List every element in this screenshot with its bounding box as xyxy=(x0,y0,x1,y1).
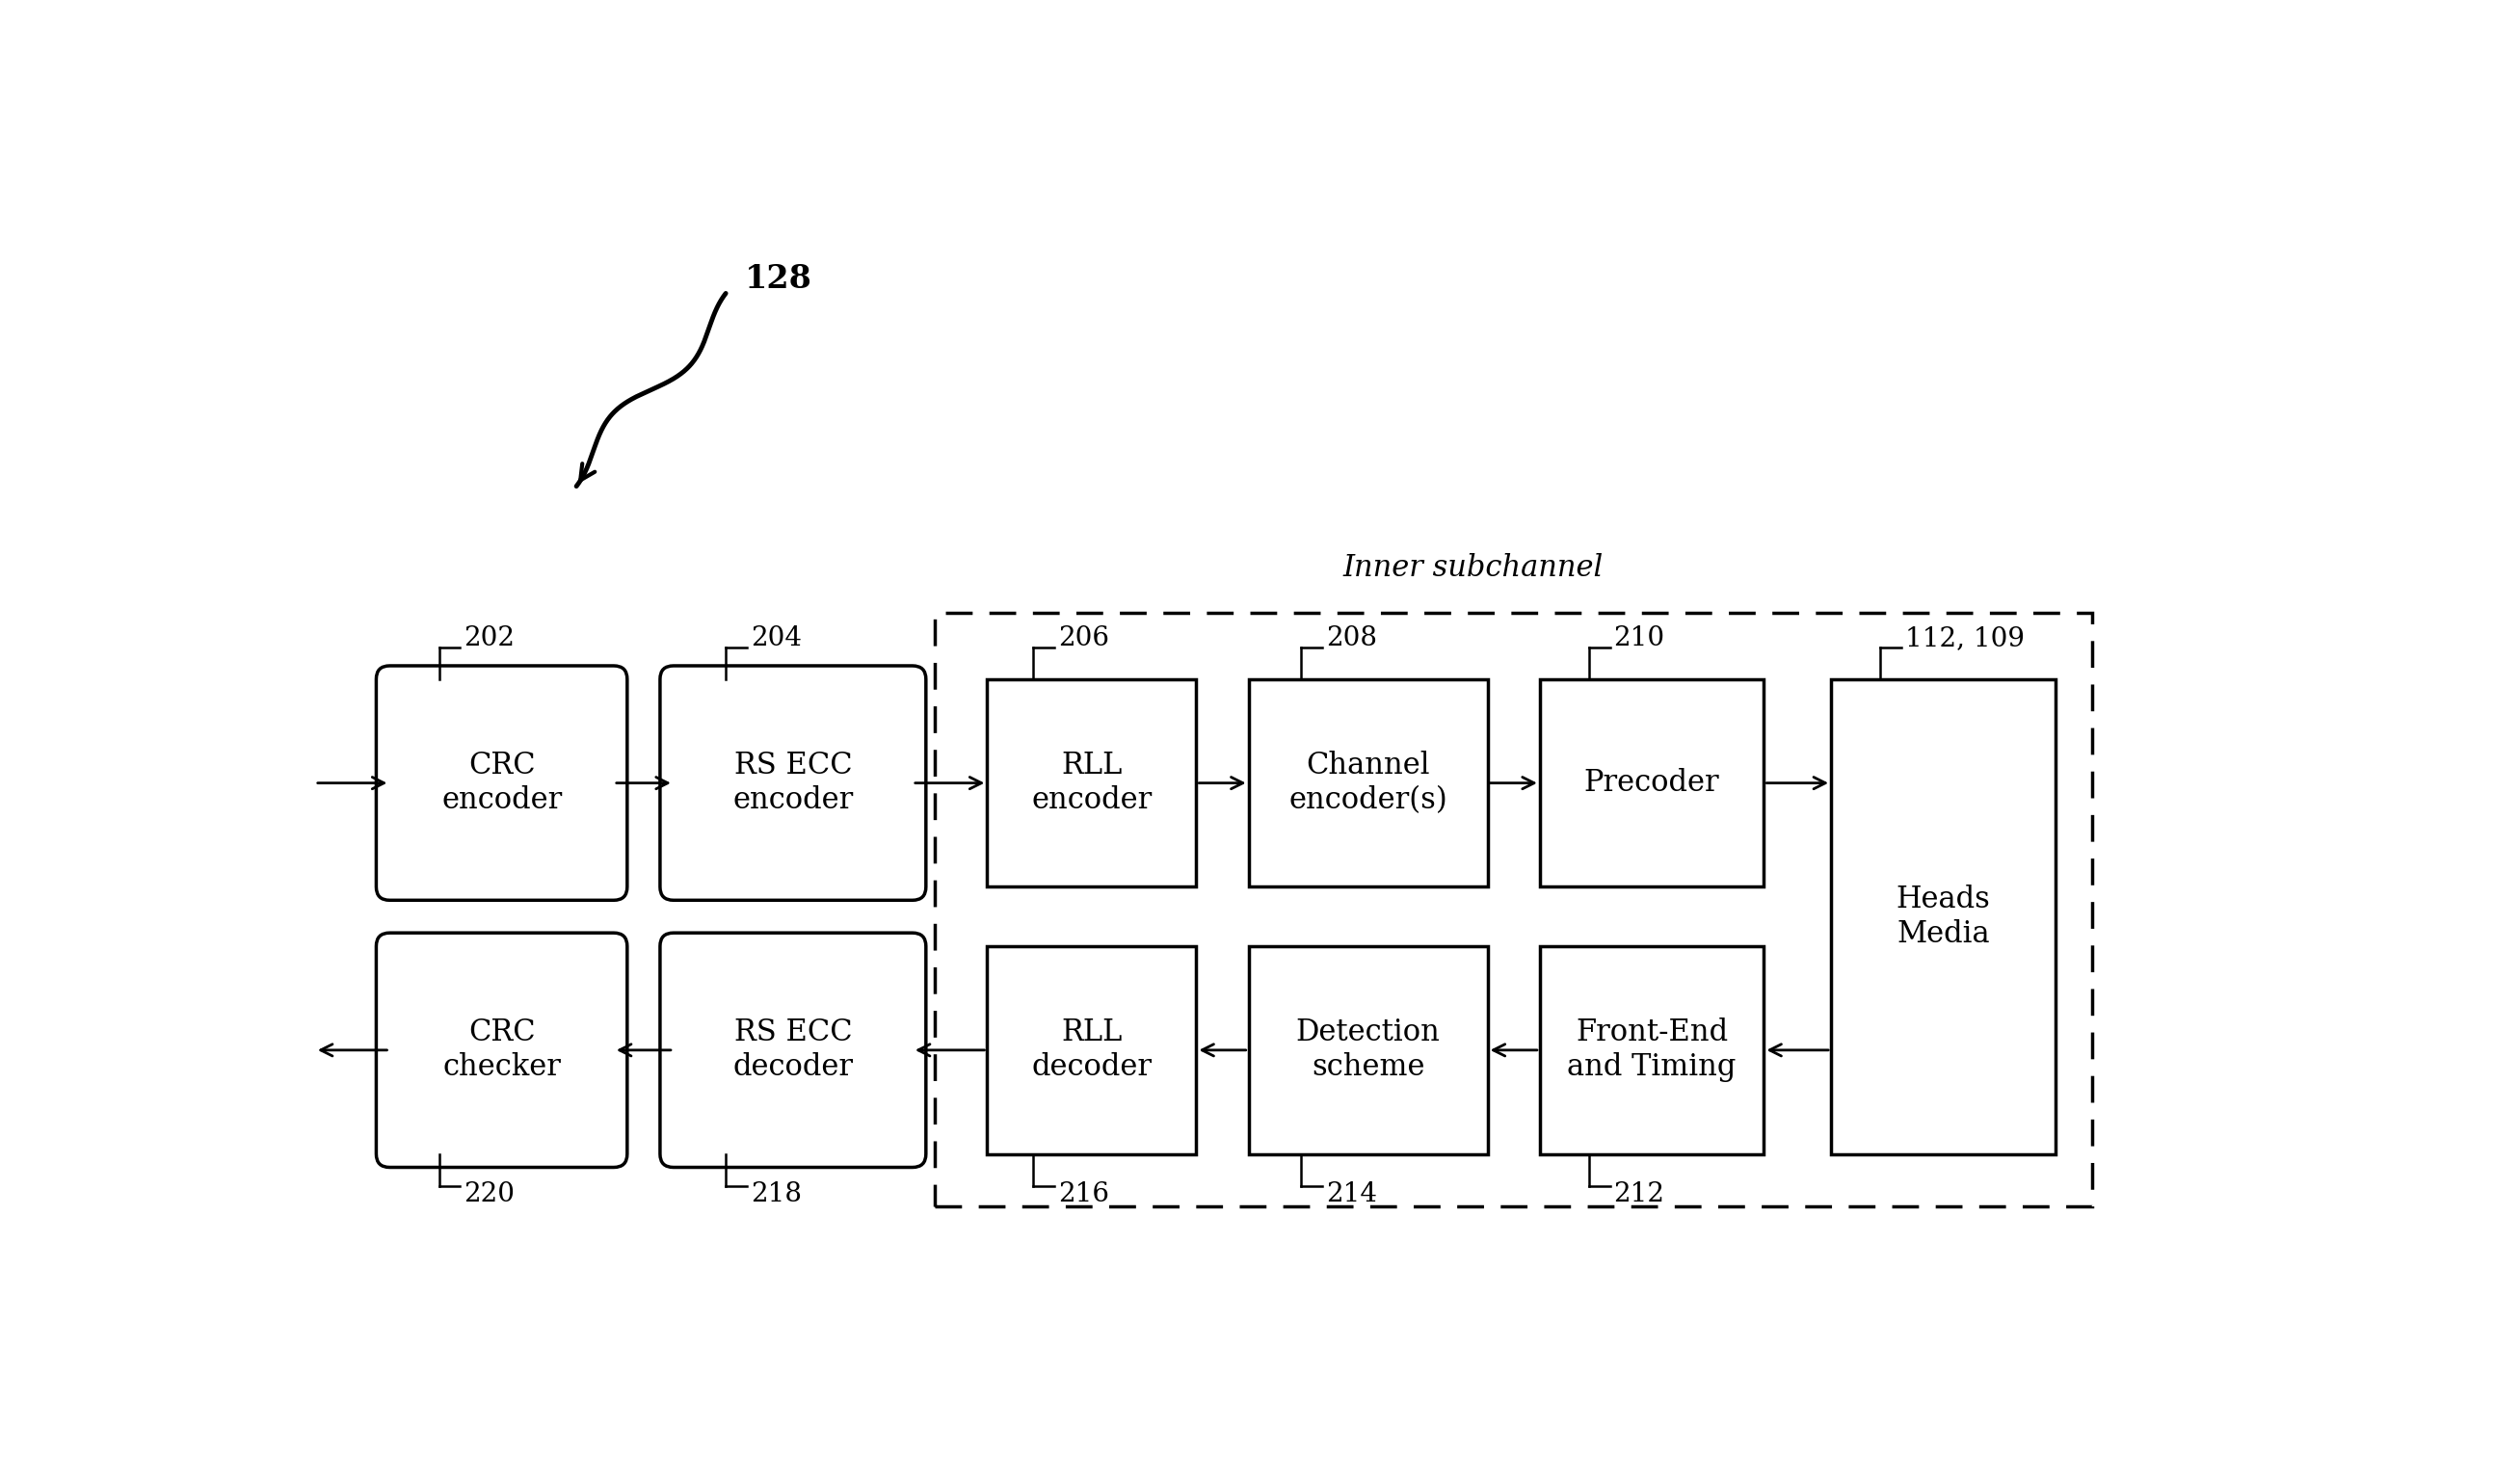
Text: 208: 208 xyxy=(1326,626,1376,651)
Bar xyxy=(1540,679,1764,887)
Text: 220: 220 xyxy=(464,1181,514,1208)
Text: RS ECC
decoder: RS ECC decoder xyxy=(733,1018,854,1082)
FancyBboxPatch shape xyxy=(375,666,627,900)
Text: 212: 212 xyxy=(1613,1181,1666,1208)
Text: 202: 202 xyxy=(464,626,514,651)
FancyBboxPatch shape xyxy=(375,932,627,1168)
Text: 210: 210 xyxy=(1613,626,1666,651)
Bar xyxy=(988,946,1197,1154)
Text: Detection
scheme: Detection scheme xyxy=(1295,1018,1441,1082)
Text: 112, 109: 112, 109 xyxy=(1905,626,2024,651)
Text: Heads
Media: Heads Media xyxy=(1895,885,1991,949)
FancyBboxPatch shape xyxy=(660,666,925,900)
FancyBboxPatch shape xyxy=(660,932,925,1168)
Text: CRC
encoder: CRC encoder xyxy=(441,750,562,815)
Text: RLL
decoder: RLL decoder xyxy=(1031,1018,1152,1082)
Text: 218: 218 xyxy=(751,1181,801,1208)
Text: 206: 206 xyxy=(1058,626,1109,651)
Bar xyxy=(1247,679,1487,887)
Text: 128: 128 xyxy=(743,262,811,295)
Bar xyxy=(988,679,1197,887)
Text: CRC
checker: CRC checker xyxy=(444,1018,562,1082)
Text: RLL
encoder: RLL encoder xyxy=(1031,750,1152,815)
Bar xyxy=(1832,679,2056,1154)
Bar xyxy=(1247,946,1487,1154)
Bar xyxy=(1540,946,1764,1154)
Text: Channel
encoder(s): Channel encoder(s) xyxy=(1288,750,1446,815)
Text: Precoder: Precoder xyxy=(1585,768,1719,798)
Text: 204: 204 xyxy=(751,626,801,651)
Text: 216: 216 xyxy=(1058,1181,1109,1208)
Bar xyxy=(935,613,2092,1206)
Text: 214: 214 xyxy=(1326,1181,1376,1208)
Text: Front-End
and Timing: Front-End and Timing xyxy=(1567,1018,1736,1082)
Text: RS ECC
encoder: RS ECC encoder xyxy=(733,750,854,815)
Text: Inner subchannel: Inner subchannel xyxy=(1343,554,1603,583)
